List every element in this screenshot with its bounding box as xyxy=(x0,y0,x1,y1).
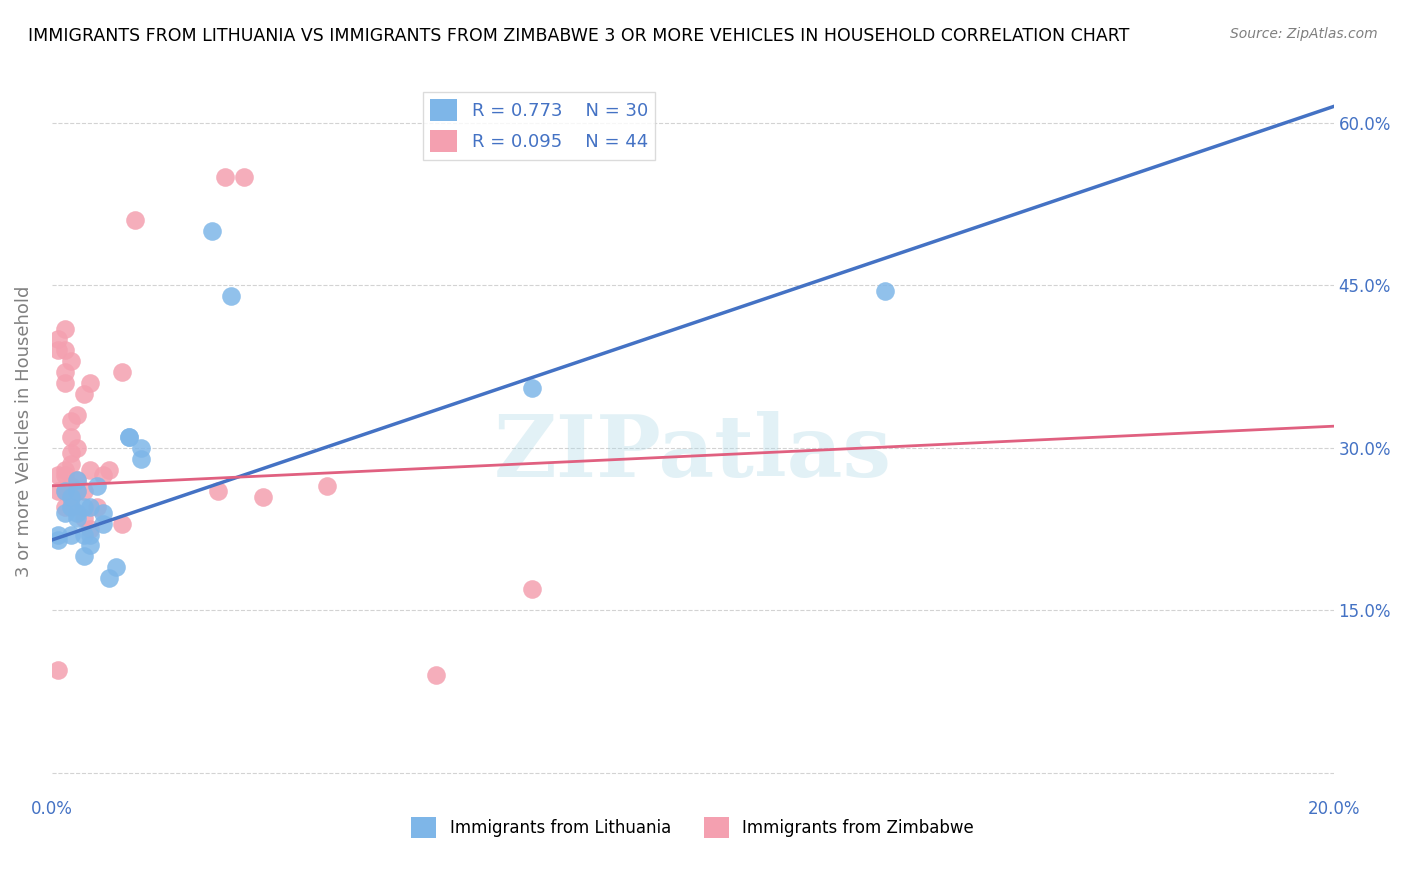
Point xyxy=(53,321,76,335)
Point xyxy=(118,430,141,444)
Point xyxy=(86,479,108,493)
Point xyxy=(46,484,69,499)
Point xyxy=(522,381,544,395)
Point xyxy=(59,500,82,515)
Point xyxy=(79,462,101,476)
Point xyxy=(316,479,339,493)
Point xyxy=(59,527,82,541)
Point xyxy=(91,467,114,482)
Point xyxy=(53,500,76,515)
Point xyxy=(46,533,69,547)
Point xyxy=(59,479,82,493)
Point xyxy=(131,451,153,466)
Point xyxy=(66,474,89,488)
Point xyxy=(53,467,76,482)
Point xyxy=(46,663,69,677)
Legend: Immigrants from Lithuania, Immigrants from Zimbabwe: Immigrants from Lithuania, Immigrants fr… xyxy=(405,811,981,845)
Point xyxy=(131,441,153,455)
Text: IMMIGRANTS FROM LITHUANIA VS IMMIGRANTS FROM ZIMBABWE 3 OR MORE VEHICLES IN HOUS: IMMIGRANTS FROM LITHUANIA VS IMMIGRANTS … xyxy=(28,27,1129,45)
Point xyxy=(53,506,76,520)
Point xyxy=(111,365,134,379)
Point xyxy=(104,560,127,574)
Text: ZIPatlas: ZIPatlas xyxy=(494,411,891,495)
Point xyxy=(53,462,76,476)
Point xyxy=(66,474,89,488)
Point xyxy=(59,354,82,368)
Point xyxy=(79,522,101,536)
Point xyxy=(73,500,96,515)
Point xyxy=(233,169,256,184)
Point xyxy=(522,582,544,596)
Point xyxy=(79,376,101,390)
Y-axis label: 3 or more Vehicles in Household: 3 or more Vehicles in Household xyxy=(15,286,32,577)
Point xyxy=(873,284,896,298)
Point xyxy=(73,511,96,525)
Point xyxy=(252,490,274,504)
Point xyxy=(59,414,82,428)
Point xyxy=(59,490,82,504)
Point xyxy=(66,506,89,520)
Point xyxy=(124,213,146,227)
Point xyxy=(73,527,96,541)
Point xyxy=(73,549,96,564)
Point xyxy=(53,365,76,379)
Point xyxy=(66,409,89,423)
Point xyxy=(53,343,76,358)
Point xyxy=(66,484,89,499)
Point xyxy=(59,500,82,515)
Point xyxy=(46,343,69,358)
Point xyxy=(79,500,101,515)
Point xyxy=(98,571,121,585)
Point xyxy=(86,500,108,515)
Point xyxy=(66,484,89,499)
Point xyxy=(219,289,242,303)
Point xyxy=(98,462,121,476)
Point xyxy=(46,527,69,541)
Point xyxy=(53,376,76,390)
Point xyxy=(79,527,101,541)
Point xyxy=(207,484,229,499)
Point xyxy=(59,446,82,460)
Point xyxy=(46,467,69,482)
Point xyxy=(59,490,82,504)
Point xyxy=(91,516,114,531)
Point xyxy=(59,430,82,444)
Point xyxy=(66,441,89,455)
Point xyxy=(73,386,96,401)
Point xyxy=(53,484,76,499)
Point xyxy=(79,538,101,552)
Point xyxy=(118,430,141,444)
Point xyxy=(66,511,89,525)
Point xyxy=(59,457,82,471)
Text: Source: ZipAtlas.com: Source: ZipAtlas.com xyxy=(1230,27,1378,41)
Point xyxy=(111,516,134,531)
Point xyxy=(425,668,447,682)
Point xyxy=(73,484,96,499)
Point xyxy=(91,506,114,520)
Point xyxy=(53,484,76,499)
Point xyxy=(46,333,69,347)
Point xyxy=(201,224,224,238)
Point xyxy=(214,169,236,184)
